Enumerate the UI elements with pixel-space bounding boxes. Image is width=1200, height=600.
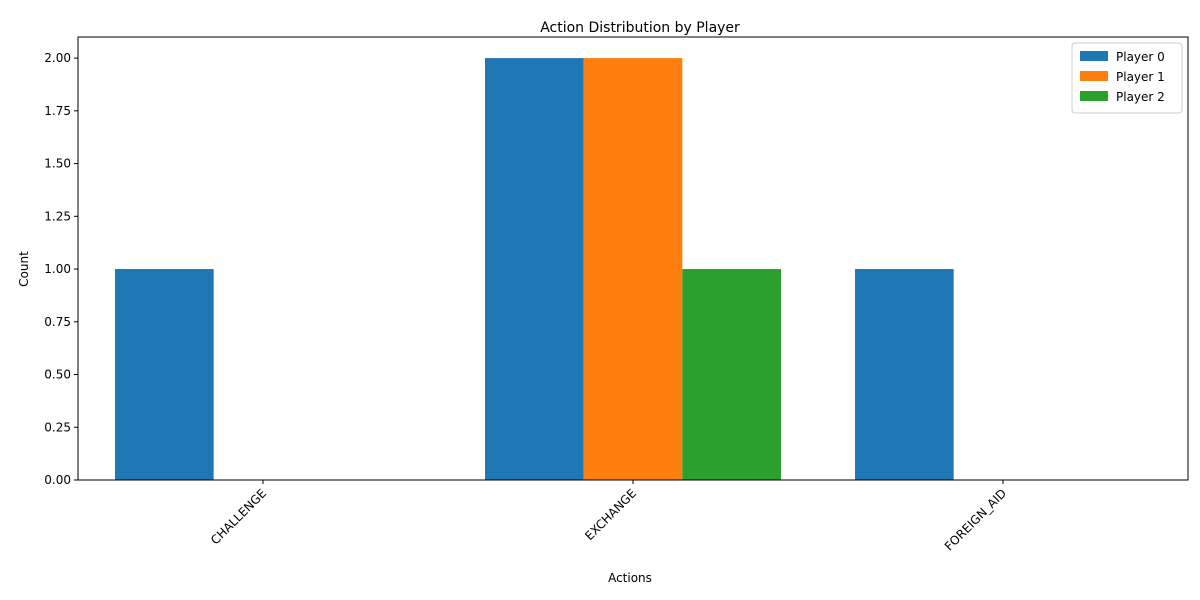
legend-swatch	[1080, 51, 1108, 61]
legend-label: Player 2	[1116, 90, 1165, 104]
bar-player-1-exchange	[583, 58, 683, 480]
plot-frame	[77, 36, 1189, 481]
y-tick-label: 1.25	[44, 209, 71, 223]
y-tick-label: 2.00	[44, 51, 71, 65]
x-axis-ticks: CHALLENGE EXCHANGE FOREIGN_AID	[208, 480, 1009, 553]
y-tick-label: 0.25	[44, 420, 71, 434]
bar-player-2-exchange	[682, 269, 781, 480]
y-tick-label: 1.00	[44, 262, 71, 276]
y-tick-label: 1.75	[44, 104, 71, 118]
x-tick-label: EXCHANGE	[582, 486, 639, 543]
y-tick-label: 0.50	[44, 368, 71, 382]
legend-swatch	[1080, 71, 1108, 81]
legend: Player 0 Player 1 Player 2	[1071, 42, 1183, 114]
y-tick-label: 1.50	[44, 157, 71, 171]
bar-player-0-foreign-aid	[855, 269, 954, 480]
plot-area: 0.00 0.25 0.50 0.75 1.00 1.25 1.50 1.75 2.00 CHA…	[44, 36, 1189, 553]
y-tick-label: 0.00	[44, 473, 71, 487]
legend-swatch	[1080, 91, 1108, 101]
bars-group	[115, 58, 954, 480]
legend-label: Player 1	[1116, 70, 1165, 84]
bar-player-0-exchange	[485, 58, 584, 480]
x-tick-label: FOREIGN_AID	[942, 486, 1009, 553]
bar-player-0-challenge	[115, 269, 214, 480]
y-axis-label: Count	[17, 251, 31, 287]
y-tick-label: 0.75	[44, 315, 71, 329]
x-axis-label: Actions	[608, 571, 652, 585]
chart-title: Action Distribution by Player	[540, 20, 740, 36]
legend-label: Player 0	[1116, 50, 1165, 64]
x-tick-label: CHALLENGE	[208, 486, 269, 547]
y-axis-ticks: 0.00 0.25 0.50 0.75 1.00 1.25 1.50 1.75 2.00	[44, 51, 78, 487]
